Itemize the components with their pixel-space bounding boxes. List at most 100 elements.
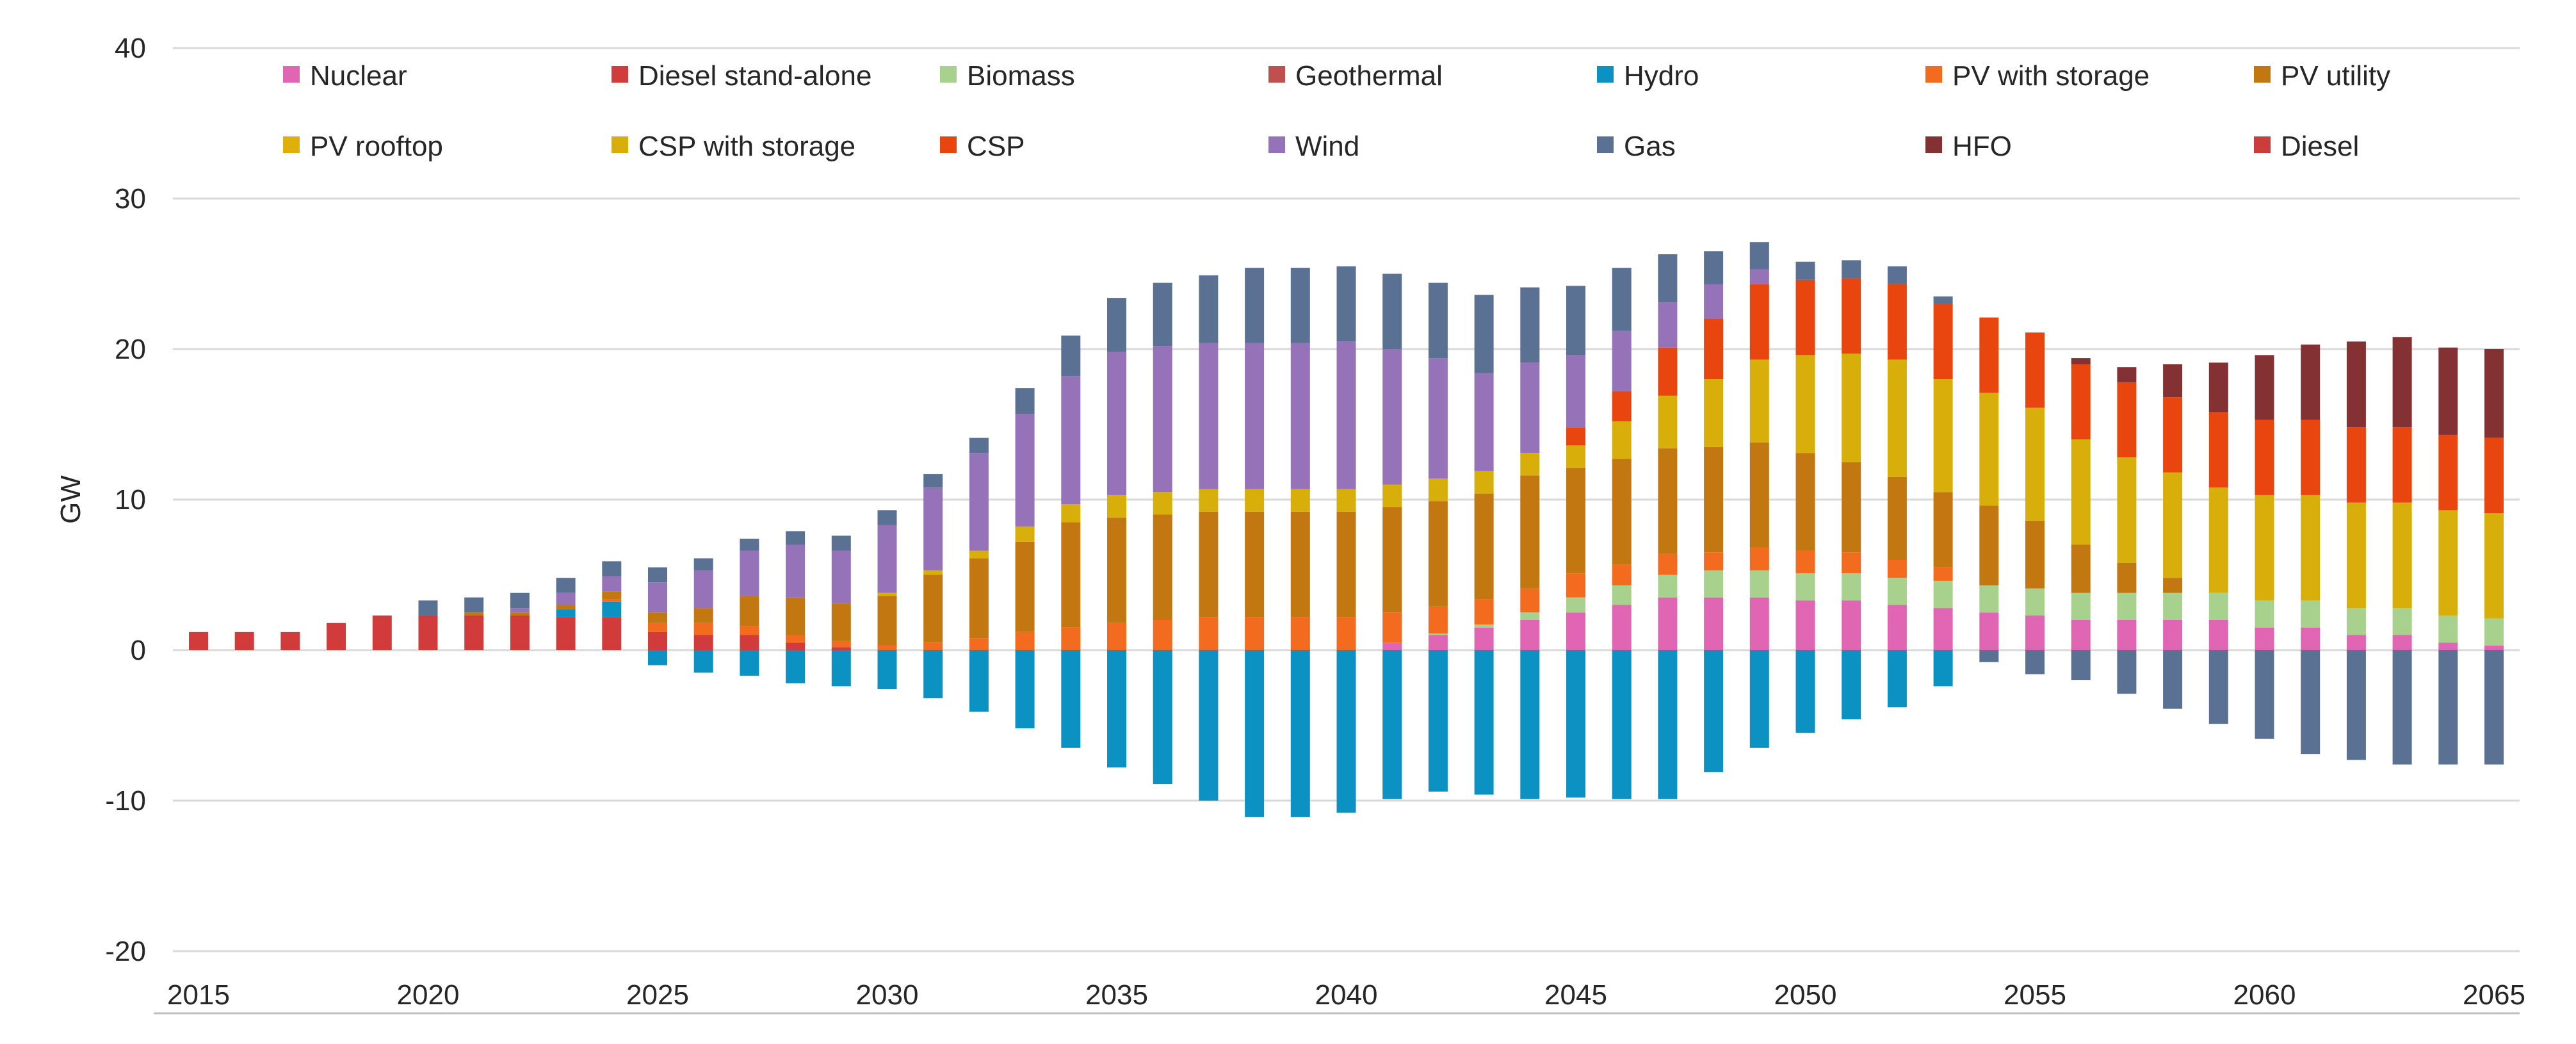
bar-csp-with-storage-2030 xyxy=(877,592,897,596)
bar-wind-2031 xyxy=(923,487,943,571)
bar-hydro-2039 xyxy=(1290,650,1310,817)
bar-csp-with-storage-2058 xyxy=(2163,472,2183,578)
bar-wind-2033 xyxy=(1015,414,1035,527)
bar-stacks xyxy=(189,242,2504,817)
bar-csp-with-storage-2055 xyxy=(2025,407,2045,521)
bar-csp-with-storage-2048 xyxy=(1704,379,1724,447)
bar-csp-with-storage-2059 xyxy=(2208,487,2228,593)
bar-biomass-2044 xyxy=(1520,612,1540,620)
bar-gas-2037 xyxy=(1199,275,1219,343)
y-tick-label: 40 xyxy=(115,33,146,64)
bar-csp-with-storage-2057 xyxy=(2117,457,2137,563)
bar-csp-with-storage-2037 xyxy=(1199,489,1219,512)
bar-gas-2059 xyxy=(2208,650,2228,724)
x-tick-label: 2015 xyxy=(167,979,230,1011)
bar-csp-with-storage-2060 xyxy=(2255,494,2274,601)
bar-pv-utility-2023 xyxy=(556,605,576,610)
bar-hydro-2037 xyxy=(1199,650,1219,801)
bar-nuclear-2042 xyxy=(1428,635,1448,650)
bar-csp-2045 xyxy=(1566,427,1585,446)
bar-csp-with-storage-2046 xyxy=(1612,421,1632,459)
bar-pv-utility-2043 xyxy=(1474,493,1494,599)
bar-pv-utility-2036 xyxy=(1153,514,1172,620)
bar-nuclear-2045 xyxy=(1566,612,1585,650)
bar-csp-2063 xyxy=(2392,427,2412,503)
bar-pv-with-storage-2025 xyxy=(648,623,667,632)
bar-pv-with-storage-2039 xyxy=(1290,617,1310,650)
bar-gas-2055 xyxy=(2025,650,2045,674)
bar-gas-2030 xyxy=(877,510,897,525)
x-tick-labels: 2015 2020 2025 2030 2035 2040 2045 2050 2055 2060… xyxy=(167,979,2525,1011)
bar-wind-2039 xyxy=(1290,343,1310,489)
bar-pv-utility-2044 xyxy=(1520,475,1540,589)
bar-gas-2063 xyxy=(2392,650,2412,765)
bar-nuclear-2048 xyxy=(1704,597,1724,650)
bar-csp-with-storage-2050 xyxy=(1795,355,1815,453)
bar-csp-2053 xyxy=(1933,304,1953,379)
bar-gas-2036 xyxy=(1153,282,1172,347)
legend-swatch xyxy=(2254,136,2271,153)
bar-biomass-2060 xyxy=(2255,600,2274,628)
bar-diesel-stand-alone-2029 xyxy=(831,647,851,650)
bar-wind-2036 xyxy=(1153,346,1172,493)
bar-pv-with-storage-2045 xyxy=(1566,573,1585,598)
bar-pv-with-storage-2028 xyxy=(786,635,806,643)
bar-diesel-stand-alone-2024 xyxy=(602,617,622,650)
bar-hydro-2026 xyxy=(693,650,713,673)
bar-pv-with-storage-2041 xyxy=(1382,612,1402,643)
bar-gas-2024 xyxy=(602,561,622,576)
bar-pv-with-storage-2042 xyxy=(1428,606,1448,634)
bar-biomass-2050 xyxy=(1795,573,1815,601)
bar-biomass-2045 xyxy=(1566,597,1585,613)
bar-pv-utility-2052 xyxy=(1887,477,1907,560)
bar-hydro-2024 xyxy=(602,601,622,617)
bar-hydro-2023 xyxy=(556,609,576,617)
bar-biomass-2046 xyxy=(1612,585,1632,605)
bar-wind-2047 xyxy=(1658,302,1678,348)
bar-hfo-2063 xyxy=(2392,337,2412,428)
bar-csp-with-storage-2065 xyxy=(2484,513,2504,619)
bar-pv-utility-2053 xyxy=(1933,492,1953,567)
bar-gas-2054 xyxy=(1979,650,1999,662)
bar-hydro-2035 xyxy=(1107,650,1126,768)
bar-gas-2062 xyxy=(2346,650,2366,760)
bar-pv-with-storage-2040 xyxy=(1336,617,1356,650)
bar-wind-2022 xyxy=(510,608,530,613)
bar-hydro-2036 xyxy=(1153,650,1172,785)
bar-wind-2028 xyxy=(786,544,806,598)
bar-wind-2029 xyxy=(831,550,851,604)
bar-hydro-2041 xyxy=(1382,650,1402,799)
legend-swatch xyxy=(1268,136,1285,153)
legend-swatch xyxy=(1597,66,1614,83)
bar-csp-with-storage-2056 xyxy=(2071,439,2091,545)
bar-csp-with-storage-2061 xyxy=(2301,494,2321,601)
bar-hydro-2050 xyxy=(1795,650,1815,733)
bar-csp-with-storage-2042 xyxy=(1428,478,1448,502)
bar-csp-2048 xyxy=(1704,319,1724,379)
bar-biomass-2059 xyxy=(2208,592,2228,620)
bar-hydro-2029 xyxy=(831,650,851,687)
x-tick-label: 2060 xyxy=(2233,979,2296,1011)
bar-pv-utility-2026 xyxy=(693,608,713,623)
bar-nuclear-2053 xyxy=(1933,608,1953,650)
bar-csp-with-storage-2040 xyxy=(1336,489,1356,512)
bar-wind-2024 xyxy=(602,576,622,592)
bar-nuclear-2065 xyxy=(2484,645,2504,650)
bar-hydro-2040 xyxy=(1336,650,1356,813)
bar-diesel-stand-alone-2017 xyxy=(280,632,300,650)
bar-diesel-stand-alone-2018 xyxy=(327,623,346,650)
bar-biomass-2064 xyxy=(2438,615,2458,643)
legend-label: PV rooftop xyxy=(310,131,443,162)
bar-pv-utility-2031 xyxy=(923,575,943,643)
bar-gas-2065 xyxy=(2484,650,2504,765)
bar-pv-with-storage-2051 xyxy=(1842,552,1861,574)
legend-label: PV utility xyxy=(2281,60,2390,92)
bar-pv-utility-2048 xyxy=(1704,446,1724,553)
x-tick-label: 2055 xyxy=(2004,979,2066,1011)
bar-hfo-2064 xyxy=(2438,347,2458,435)
bar-pv-with-storage-2047 xyxy=(1658,553,1678,575)
bar-nuclear-2044 xyxy=(1520,620,1540,650)
legend-label: Nuclear xyxy=(310,60,407,92)
y-tick-label: -10 xyxy=(105,785,146,817)
